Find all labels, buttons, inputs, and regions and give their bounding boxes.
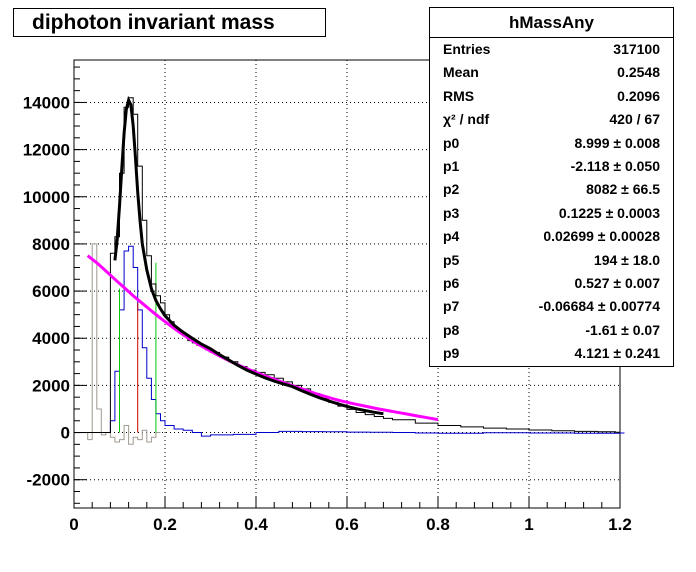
- stat-row: p3 0.1225 ± 0.0003: [430, 202, 673, 225]
- stat-label: p2: [443, 181, 460, 198]
- stat-value: -1.61 ± 0.07: [585, 321, 660, 338]
- chart-title: diphoton invariant mass: [13, 8, 326, 37]
- stats-histogram-name: hMassAny: [430, 8, 673, 38]
- stat-row: Mean 0.2548: [430, 61, 673, 84]
- stat-value: 317100: [613, 41, 660, 57]
- y-tick-label: 2000: [32, 376, 70, 395]
- x-tick-label: 0.6: [335, 515, 359, 534]
- stat-label: p9: [443, 345, 460, 362]
- y-tick-label: 0: [61, 424, 70, 443]
- stat-value: 4.121 ± 0.241: [574, 345, 660, 362]
- stat-value: 0.527 ± 0.007: [574, 274, 660, 291]
- stat-value: 420 / 67: [609, 111, 660, 128]
- stat-row: p4 0.02699 ± 0.00028: [430, 225, 673, 248]
- stat-label: p6: [443, 274, 460, 291]
- stat-value: 0.2548: [617, 64, 660, 81]
- axes: 0 0.2 0.4 0.6 0.8 1 1.2 -2000 0 2000 4000 6000 8000 1…: [23, 60, 632, 534]
- y-tick-label: -2000: [27, 471, 70, 490]
- stat-value: 0.2096: [617, 87, 660, 104]
- stat-value: 194 ± 18.0: [593, 251, 660, 268]
- stat-row: Entries 317100: [430, 38, 673, 61]
- stat-value: 0.1225 ± 0.0003: [558, 204, 660, 221]
- chart-series: [74, 95, 625, 445]
- stat-value: 0.02699 ± 0.00028: [543, 228, 660, 245]
- stat-label: p7: [443, 298, 460, 315]
- stat-value: 8082 ± 66.5: [586, 181, 660, 198]
- stat-label: Mean: [443, 64, 479, 81]
- stat-row: p0 8.999 ± 0.008: [430, 132, 673, 155]
- x-tick-label: 1: [524, 515, 533, 534]
- stat-label: p1: [443, 157, 460, 174]
- stat-row: p6 0.527 ± 0.007: [430, 272, 673, 295]
- y-tick-label: 12000: [23, 141, 70, 160]
- y-tick-label: 10000: [23, 188, 70, 207]
- stat-row: p9 4.121 ± 0.241: [430, 342, 673, 365]
- stats-box: hMassAny Entries 317100 Mean 0.2548 RMS 0.209…: [429, 7, 674, 367]
- y-tick-label: 14000: [23, 93, 70, 112]
- gray-histogram: [74, 243, 161, 445]
- stat-value: -0.06684 ± 0.00774: [538, 298, 660, 315]
- stat-row: RMS 0.2096: [430, 85, 673, 108]
- y-tick-label: 8000: [32, 235, 70, 254]
- stat-row: p8 -1.61 ± 0.07: [430, 319, 673, 342]
- stat-label: p0: [443, 134, 460, 151]
- x-tick-label: 1.2: [608, 515, 632, 534]
- stat-label: p4: [443, 228, 460, 245]
- residual-histogram: [74, 245, 625, 437]
- stat-label: p8: [443, 321, 460, 338]
- y-tick-label: 6000: [32, 282, 70, 301]
- stat-label: p5: [443, 251, 460, 268]
- stat-row: p5 194 ± 18.0: [430, 249, 673, 272]
- total-fit-curve: [113, 95, 384, 416]
- stat-value: -2.118 ± 0.050: [570, 157, 660, 174]
- stats-rows: Entries 317100 Mean 0.2548 RMS 0.2096 χ² / ndf…: [430, 38, 673, 365]
- stat-label: χ² / ndf: [443, 111, 490, 128]
- y-tick-label: 4000: [32, 329, 70, 348]
- stat-row: p1 -2.118 ± 0.050: [430, 155, 673, 178]
- x-tick-label: 0.2: [153, 515, 177, 534]
- stat-label: RMS: [443, 87, 475, 104]
- x-tick-label: 0.4: [244, 515, 268, 534]
- stat-label: Entries: [443, 41, 491, 57]
- x-tick-label: 0: [69, 515, 78, 534]
- stat-label: p3: [443, 204, 460, 221]
- x-tick-label: 0.8: [426, 515, 450, 534]
- stat-row: p2 8082 ± 66.5: [430, 178, 673, 201]
- stat-row: p7 -0.06684 ± 0.00774: [430, 295, 673, 318]
- background-fit-curve: [86, 254, 439, 422]
- stat-row: χ² / ndf 420 / 67: [430, 108, 673, 131]
- stat-value: 8.999 ± 0.008: [574, 134, 660, 151]
